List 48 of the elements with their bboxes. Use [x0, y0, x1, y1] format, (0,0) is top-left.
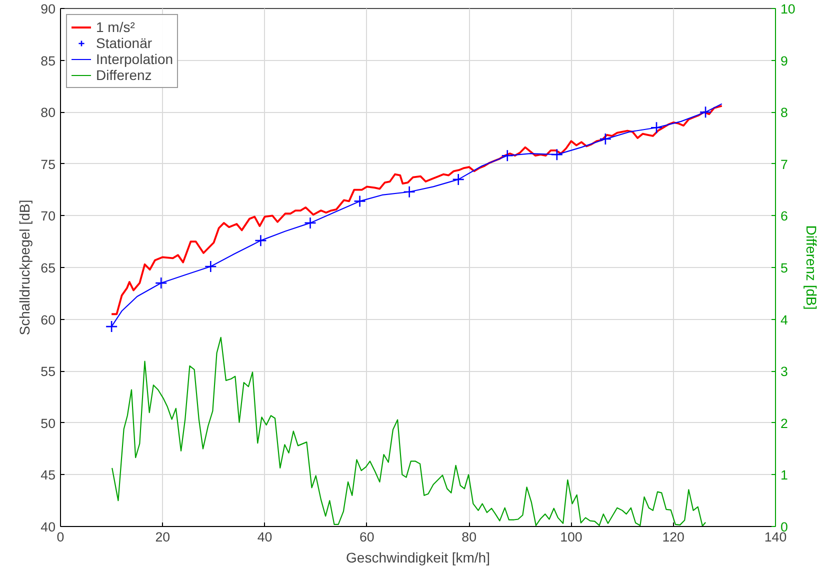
- x-axis-title: Geschwindigkeit [km/h]: [346, 550, 490, 566]
- point: [599, 132, 612, 146]
- y-tick-label: 40: [40, 520, 56, 534]
- y2-tick-label: 8: [780, 105, 788, 120]
- y2-tick-label: 6: [780, 208, 788, 224]
- point: [699, 106, 712, 118]
- x-tick-label: 100: [560, 530, 582, 544]
- y2-tick-label: 10: [780, 2, 796, 16]
- y2-tick-label: 9: [780, 53, 788, 68]
- y-tick-label: 45: [40, 468, 56, 483]
- point: [501, 149, 514, 162]
- y-axis-title: Schalldruckpegel [dB]: [16, 200, 33, 336]
- y-tick-label: 85: [40, 53, 56, 68]
- x-tick-label: 20: [155, 530, 170, 544]
- x-tick-label: 40: [257, 530, 272, 544]
- y-tick-label: 65: [40, 260, 56, 276]
- y-tick-label: 60: [40, 312, 56, 328]
- y-tick-label: 50: [40, 416, 56, 431]
- legend-label: Interpolation: [96, 51, 174, 67]
- y-tick-label: 70: [40, 208, 56, 224]
- point: [105, 320, 118, 333]
- point: [650, 121, 663, 134]
- legend-label: Stationär: [96, 35, 152, 51]
- y2-tick-label: 3: [780, 364, 788, 380]
- y2-tick-label: 7: [780, 156, 788, 172]
- x-tick-label: 60: [360, 530, 374, 544]
- y2-tick-label: 4: [780, 312, 788, 328]
- point: [204, 260, 217, 273]
- point: [304, 216, 316, 230]
- legend-label: 1 m/s²: [96, 19, 135, 35]
- x-tick-label: 80: [462, 530, 476, 544]
- line-series: [112, 336, 706, 526]
- x-tick-label: 120: [662, 530, 684, 544]
- point: [154, 276, 168, 290]
- point: [403, 186, 416, 198]
- point: [452, 173, 464, 186]
- y-tick-label: 90: [40, 2, 56, 16]
- y2-tick-label: 5: [780, 260, 788, 276]
- point: [354, 195, 366, 208]
- y-tick-label: 55: [40, 364, 56, 380]
- y2-tick-label: 2: [780, 416, 788, 431]
- y-tick-label: 75: [40, 156, 56, 172]
- y2-axis-title: Differenz [dB]: [803, 225, 820, 310]
- y-tick-label: 80: [40, 105, 56, 120]
- x-tick-label: 0: [56, 530, 64, 544]
- y2-tick-label: 1: [780, 468, 788, 483]
- legend-label: Differenz: [96, 67, 152, 83]
- point: [254, 234, 267, 247]
